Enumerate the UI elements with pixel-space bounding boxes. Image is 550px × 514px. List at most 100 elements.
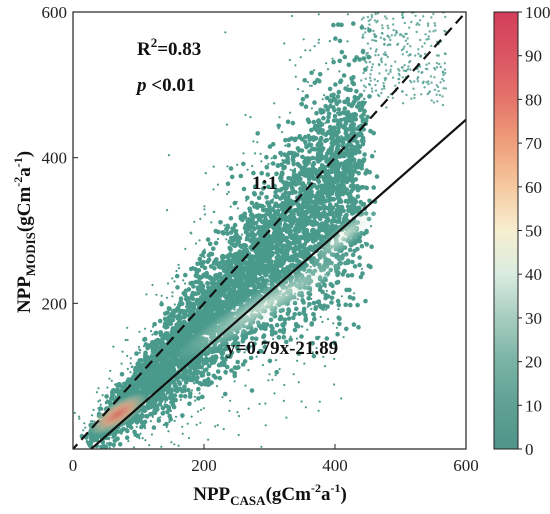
scatter-point xyxy=(326,114,331,120)
scatter-point xyxy=(205,318,210,324)
scatter-point xyxy=(277,328,283,334)
scatter-point xyxy=(267,247,273,252)
scatter-point xyxy=(200,261,205,267)
scatter-point xyxy=(179,320,185,326)
scatter-point xyxy=(174,388,180,394)
scatter-point xyxy=(264,210,270,215)
scatter-point xyxy=(355,95,361,101)
scatter-point xyxy=(286,308,292,314)
scatter-point xyxy=(228,247,233,252)
scatter-point xyxy=(303,104,309,109)
scatter-point xyxy=(332,340,337,346)
scatter-point xyxy=(344,326,349,332)
scatter-point xyxy=(335,279,341,285)
scatter-point xyxy=(360,100,365,105)
scatter-point xyxy=(262,339,268,345)
scatter-point xyxy=(316,205,321,210)
scatter-point xyxy=(202,297,208,303)
scatter-point xyxy=(157,318,163,324)
scatter-point xyxy=(367,94,372,99)
scatter-point xyxy=(278,247,283,252)
scatter-point xyxy=(319,201,325,206)
scatter-point xyxy=(315,77,320,83)
scatter-point xyxy=(369,244,374,249)
scatter-point xyxy=(336,204,342,210)
scatter-point xyxy=(111,442,116,448)
scatter-point xyxy=(318,107,323,113)
scatter-point xyxy=(332,125,337,130)
scatter-point xyxy=(301,199,307,204)
scatter-point xyxy=(196,268,202,273)
scatter-point xyxy=(326,198,332,203)
scatter-point xyxy=(371,185,377,190)
scatter-point xyxy=(329,183,335,189)
scatter-point xyxy=(283,137,288,143)
scatter-point xyxy=(182,384,187,390)
scatter-point xyxy=(210,277,215,283)
scatter-point xyxy=(139,420,145,426)
scatter-point xyxy=(274,369,280,375)
scatter-point xyxy=(164,359,170,364)
scatter-point xyxy=(324,95,330,101)
scatter-point xyxy=(280,233,286,239)
scatter-point xyxy=(268,253,273,259)
scatter-point xyxy=(374,174,380,179)
scatter-point xyxy=(288,263,293,269)
scatter-point xyxy=(367,169,373,175)
scatter-point xyxy=(320,146,326,151)
scatter-point xyxy=(215,273,221,278)
scatter-point xyxy=(350,179,356,185)
scatter-point xyxy=(332,108,337,113)
scatter-point xyxy=(351,322,357,327)
scatter-point xyxy=(216,229,221,235)
scatter-point xyxy=(282,267,288,273)
scatter-point xyxy=(316,179,322,185)
scatter-point xyxy=(349,144,355,149)
scatter-point xyxy=(303,215,309,221)
scatter-point xyxy=(324,336,330,341)
scatter-point xyxy=(341,208,346,213)
scatter-point xyxy=(289,216,294,221)
scatter-point xyxy=(343,160,348,165)
scatter-point xyxy=(110,392,115,397)
scatter-point xyxy=(294,323,299,329)
scatter-point xyxy=(275,163,281,168)
scatter-point xyxy=(227,280,232,286)
scatter-point xyxy=(259,191,264,196)
scatter-point xyxy=(107,441,113,447)
scatter-point xyxy=(329,300,334,305)
scatter-point xyxy=(137,358,142,363)
scatter-point xyxy=(343,129,349,134)
scatter-point xyxy=(337,58,343,64)
scatter-point xyxy=(281,335,287,340)
scatter-point xyxy=(126,377,131,382)
scatter-point xyxy=(202,381,208,387)
scatter-point xyxy=(262,180,267,185)
scatter-point xyxy=(329,295,335,301)
scatter-point xyxy=(200,252,205,258)
scatter-point xyxy=(190,362,196,368)
scatter-point xyxy=(227,354,233,360)
scatter-point xyxy=(262,281,267,286)
scatter-point xyxy=(273,237,278,242)
scatter-point xyxy=(342,106,348,111)
scatter-point xyxy=(224,364,230,370)
scatter-point xyxy=(334,118,340,123)
scatter-point xyxy=(275,231,281,236)
scatter-point xyxy=(322,206,327,212)
scatter-point xyxy=(220,307,225,313)
scatter-point xyxy=(299,171,305,177)
scatter-point xyxy=(202,368,208,373)
scatter-point xyxy=(298,252,304,258)
scatter-point xyxy=(314,110,319,116)
scatter-point xyxy=(180,389,185,394)
scatter-point xyxy=(131,374,136,380)
scatter-point xyxy=(259,203,265,209)
scatter-point xyxy=(185,301,191,306)
scatter-point xyxy=(352,58,357,63)
scatter-point xyxy=(329,140,335,146)
scatter-point xyxy=(284,184,289,189)
scatter-point xyxy=(287,257,292,263)
scatter-point xyxy=(281,243,287,248)
scatter-point xyxy=(195,375,200,381)
